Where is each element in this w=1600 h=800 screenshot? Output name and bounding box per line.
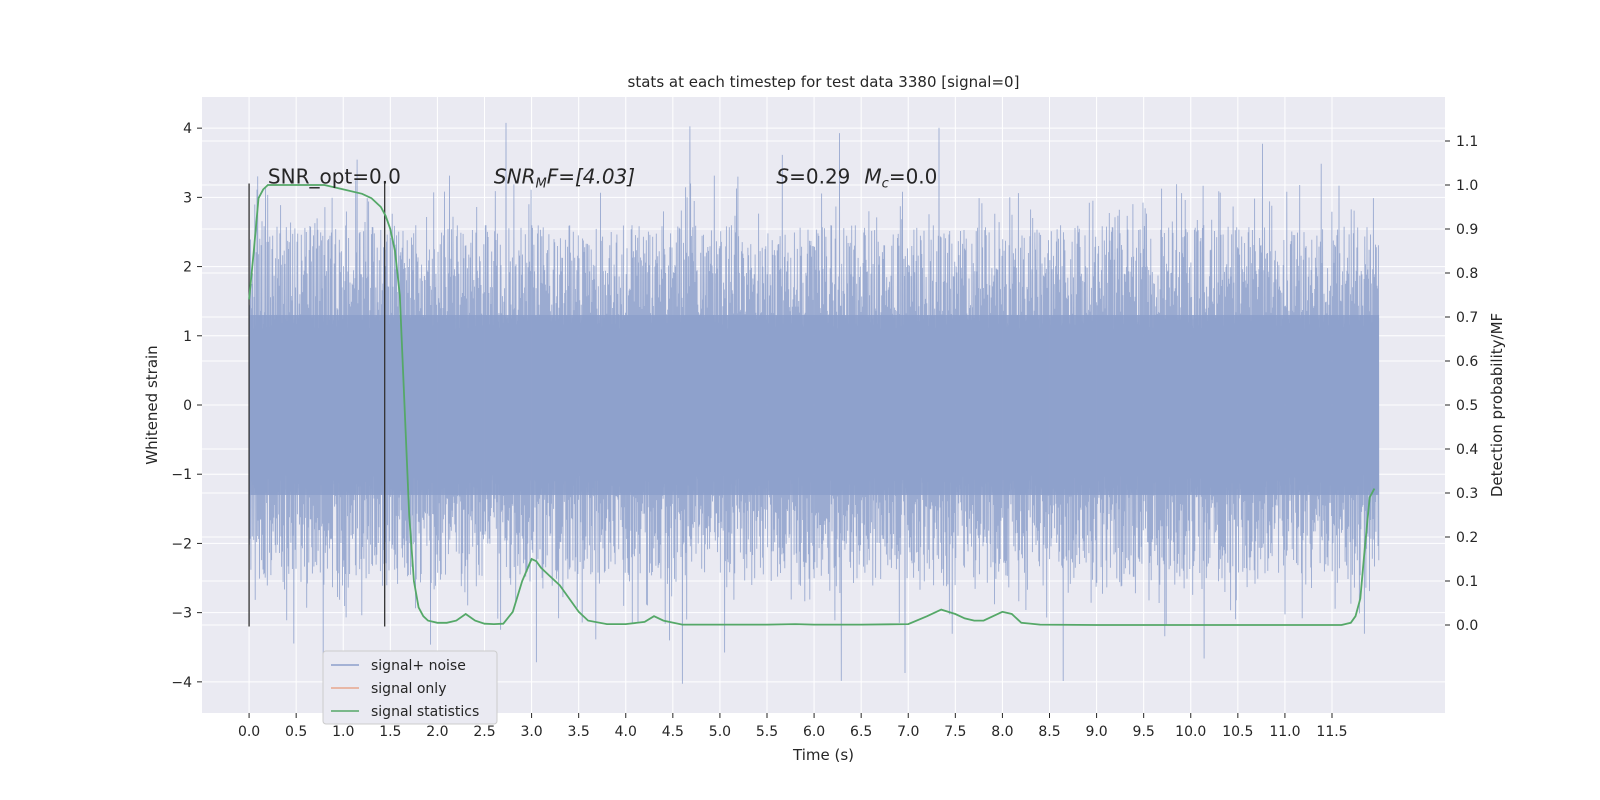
x-tick-label: 10.0 (1175, 724, 1206, 740)
x-tick-label: 11.0 (1269, 724, 1300, 740)
legend-label-signal-only: signal only (371, 681, 446, 697)
annotation-snr-opt: SNR_opt=0.0 (268, 165, 401, 189)
annotation-mc-symbol: M (864, 165, 881, 189)
y-right-axis-ticks: 1.1 1.0 0.9 0.8 0.7 0.6 0.5 0.4 0.3 0.2 0.1 0.0 (1445, 134, 1478, 634)
x-tick-label: 7.0 (897, 724, 919, 740)
signal-statistics-line (248, 184, 1376, 626)
y-right-tick-label: 0.0 (1456, 618, 1478, 634)
y-right-tick-label: 0.6 (1456, 354, 1478, 370)
y-right-tick-label: 0.4 (1456, 442, 1478, 458)
y-tick-label: 2 (183, 260, 192, 276)
x-tick-label: 0.0 (238, 724, 260, 740)
y-right-tick-label: 0.7 (1456, 310, 1478, 326)
annotation-s-value: =0.29 (789, 165, 850, 189)
x-tick-label: 11.5 (1316, 724, 1347, 740)
noise-series (248, 122, 1380, 684)
x-tick-label: 2.5 (473, 724, 495, 740)
y-right-tick-label: 0.5 (1456, 398, 1478, 414)
x-axis-ticks: 0.0 0.5 1.0 1.5 2.0 2.5 3.0 3.5 4.0 4.5 5.0 5.5 6.0 6… (238, 713, 1348, 740)
y-tick-label: 0 (183, 398, 192, 414)
legend-box (322, 650, 498, 725)
x-tick-label: 5.0 (709, 724, 731, 740)
chart-title: stats at each timestep for test data 338… (628, 73, 1020, 91)
annotation-snr-mf-sub: M (535, 177, 546, 192)
legend-label-signal-noise: signal+ noise (371, 658, 466, 674)
y-axis-label: Whitened strain (143, 345, 161, 464)
legend: signal+ noise signal only signal statist… (322, 650, 498, 725)
y-tick-label: 1 (183, 329, 192, 345)
y-tick-label: 4 (183, 121, 192, 137)
x-tick-label: 9.5 (1133, 724, 1155, 740)
x-tick-label: 10.5 (1222, 724, 1253, 740)
x-tick-label: 6.0 (803, 724, 825, 740)
vertical-markers (248, 183, 386, 627)
x-axis-label: Time (s) (792, 746, 854, 764)
y-right-tick-label: 0.2 (1456, 530, 1478, 546)
y-tick-label: −1 (171, 467, 192, 483)
annotation-s-symbol: S (776, 165, 789, 189)
y-tick-label: −4 (171, 675, 192, 691)
legend-label-signal-statistics: signal statistics (371, 704, 479, 720)
y-right-tick-label: 0.8 (1456, 266, 1478, 282)
annotation-snr-mf-base: SNR (494, 165, 536, 189)
y-right-tick-label: 1.0 (1456, 178, 1478, 194)
x-tick-label: 4.0 (615, 724, 637, 740)
x-tick-label: 5.5 (756, 724, 778, 740)
y-tick-label: −3 (171, 606, 192, 622)
y-right-axis-label: Detection probability/MF (1488, 313, 1506, 497)
x-tick-label: 1.5 (379, 724, 401, 740)
y-right-tick-label: 1.1 (1456, 134, 1478, 150)
x-tick-label: 8.5 (1038, 724, 1060, 740)
noise-core-band (249, 315, 1380, 495)
x-tick-label: 4.5 (662, 724, 684, 740)
x-tick-label: 3.5 (568, 724, 590, 740)
annotation-s-mc: S=0.29 Mc=0.0 (776, 165, 937, 192)
annotation-mc-sub: c (882, 177, 889, 192)
x-tick-label: 8.0 (991, 724, 1013, 740)
y-right-tick-label: 0.3 (1456, 486, 1478, 502)
x-tick-label: 3.0 (520, 724, 542, 740)
y-right-tick-label: 0.1 (1456, 574, 1478, 590)
x-tick-label: 9.0 (1085, 724, 1107, 740)
annotation-snr-mf-rest: F=[4.03] (547, 165, 635, 189)
x-tick-label: 2.0 (426, 724, 448, 740)
y-tick-label: 3 (183, 190, 192, 206)
y-right-tick-label: 0.9 (1456, 222, 1478, 238)
annotation-snr-mf: SNRMF=[4.03] (494, 165, 635, 192)
y-tick-label: −2 (171, 536, 192, 552)
y-axis-ticks: 4 3 2 1 0 −1 −2 −3 −4 (171, 121, 202, 691)
x-tick-label: 0.5 (285, 724, 307, 740)
x-tick-label: 1.0 (332, 724, 354, 740)
annotation-mc-value: =0.0 (889, 165, 938, 189)
x-tick-label: 7.5 (944, 724, 966, 740)
x-tick-label: 6.5 (850, 724, 872, 740)
